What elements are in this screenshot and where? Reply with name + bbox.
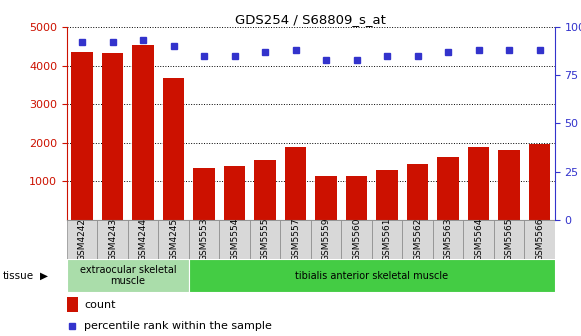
Bar <box>311 220 342 259</box>
Bar <box>67 297 78 312</box>
Bar <box>524 220 555 259</box>
Bar <box>67 220 98 259</box>
Bar <box>128 220 158 259</box>
Text: ▶: ▶ <box>40 270 48 281</box>
Bar <box>220 220 250 259</box>
Bar <box>372 220 403 259</box>
Title: GDS254 / S68809_s_at: GDS254 / S68809_s_at <box>235 13 386 26</box>
Text: GSM5563: GSM5563 <box>444 218 453 261</box>
Text: GSM5555: GSM5555 <box>261 218 270 261</box>
Text: GSM5561: GSM5561 <box>383 218 392 261</box>
Bar <box>67 259 189 292</box>
Bar <box>189 259 555 292</box>
Bar <box>376 170 398 220</box>
Bar <box>132 45 154 220</box>
Bar <box>464 220 494 259</box>
Bar <box>315 176 337 220</box>
Text: GSM5553: GSM5553 <box>200 218 209 261</box>
Bar <box>468 147 489 220</box>
Text: extraocular skeletal
muscle: extraocular skeletal muscle <box>80 265 176 286</box>
Bar <box>158 220 189 259</box>
Bar <box>98 220 128 259</box>
Bar <box>437 158 459 220</box>
Bar <box>346 176 367 220</box>
Bar <box>250 220 281 259</box>
Bar <box>498 150 520 220</box>
Bar <box>285 147 306 220</box>
Text: GSM5562: GSM5562 <box>413 218 422 261</box>
Text: GSM5566: GSM5566 <box>535 218 544 261</box>
Text: GSM4242: GSM4242 <box>78 218 87 261</box>
Bar <box>163 78 184 220</box>
Text: count: count <box>84 300 116 309</box>
Text: GSM4245: GSM4245 <box>169 218 178 261</box>
Bar <box>71 52 93 220</box>
Bar <box>407 164 428 220</box>
Bar <box>224 166 245 220</box>
Bar <box>403 220 433 259</box>
Bar <box>280 220 311 259</box>
Text: GSM5560: GSM5560 <box>352 218 361 261</box>
Text: GSM4244: GSM4244 <box>139 218 148 261</box>
Bar <box>494 220 525 259</box>
Text: GSM5565: GSM5565 <box>505 218 514 261</box>
Text: GSM5559: GSM5559 <box>322 218 331 261</box>
Bar <box>433 220 464 259</box>
Text: GSM5564: GSM5564 <box>474 218 483 261</box>
Bar <box>342 220 372 259</box>
Text: tissue: tissue <box>3 270 34 281</box>
Bar <box>102 53 123 220</box>
Text: tibialis anterior skeletal muscle: tibialis anterior skeletal muscle <box>295 270 449 281</box>
Bar <box>189 220 220 259</box>
Bar <box>193 168 215 220</box>
Text: percentile rank within the sample: percentile rank within the sample <box>84 322 272 331</box>
Text: GSM5554: GSM5554 <box>230 218 239 261</box>
Bar <box>529 144 550 220</box>
Text: GSM5557: GSM5557 <box>291 218 300 261</box>
Text: GSM4243: GSM4243 <box>108 218 117 261</box>
Bar <box>254 160 276 220</box>
